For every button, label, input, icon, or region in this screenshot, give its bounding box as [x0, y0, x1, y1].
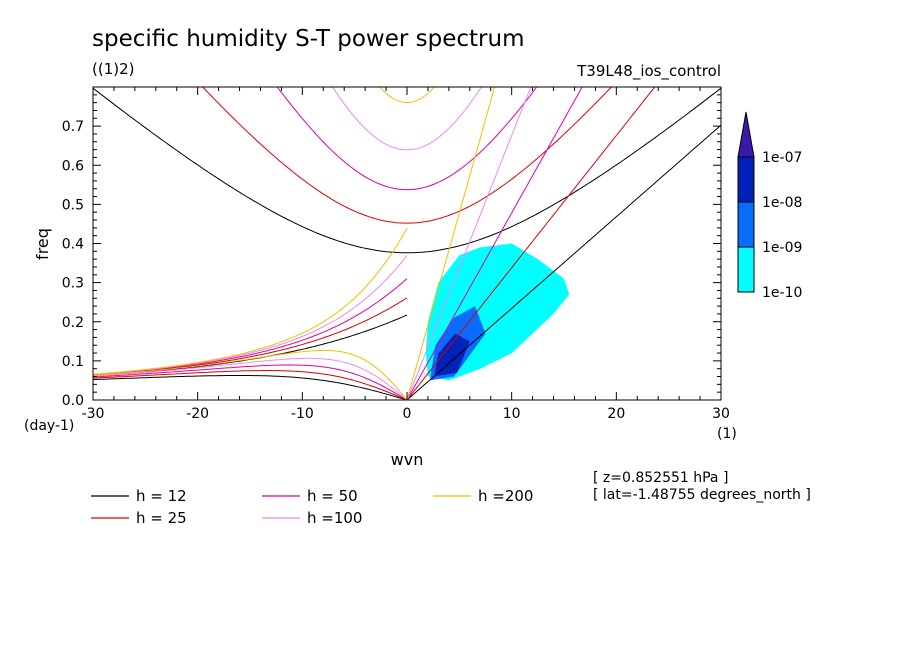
curve-rossby-h12: [93, 375, 408, 400]
chart-title: specific humidity S-T power spectrum: [92, 26, 524, 52]
plot-frame: [92, 86, 722, 401]
curve-gravity-h100: [331, 87, 483, 151]
y-tick-label: 0.4: [62, 237, 84, 253]
run-label: T39L48_ios_control: [576, 62, 721, 81]
contour-region-1e-08-0: [434, 333, 470, 377]
legend-label: h =100: [307, 509, 362, 527]
legend-label: h = 12: [136, 487, 187, 505]
curve-kelvin-h100: [406, 87, 532, 400]
colorbar-label: 1e-07: [762, 150, 802, 166]
legend-label: h = 50: [307, 487, 358, 505]
curve-rossby-h25: [93, 370, 408, 400]
y-tick-label: 0.2: [62, 315, 84, 331]
x-tick-label: -10: [291, 406, 314, 422]
x-tick-label: 0: [403, 406, 412, 422]
dispersion-curves: [93, 87, 721, 400]
colorbar: 1e-10 1e-09 1e-08 1e-07: [737, 111, 802, 301]
colorbar-label: 1e-10: [762, 285, 802, 301]
curve-kelvin-h50: [406, 87, 583, 400]
x-unit-label: (1): [717, 426, 737, 442]
legend-label: h = 25: [136, 509, 187, 527]
x-tick-label: 30: [712, 406, 730, 422]
power-contours: [425, 243, 570, 381]
curve-gravity-h25: [201, 87, 613, 224]
colorbar-label: 1e-08: [762, 195, 802, 211]
colorbar-top-arrow: [737, 111, 755, 158]
x-tick-label: 10: [503, 406, 521, 422]
colorbar-box: [737, 156, 755, 203]
y-axis-label: freq: [33, 228, 52, 260]
curve-mrg-h200: [93, 228, 408, 375]
y-unit-label: (day-1): [24, 418, 74, 434]
x-tick-label: -20: [186, 406, 209, 422]
x-tick-label: 20: [607, 406, 625, 422]
curve-rossby-h100: [93, 357, 408, 400]
y-tick-label: 0.0: [62, 393, 84, 409]
y-tick-label: 0.3: [62, 276, 84, 292]
colorbar-box: [737, 201, 755, 248]
y-tick-label: 0.7: [62, 119, 84, 135]
y-tick-label: 0.6: [62, 158, 84, 174]
info-lat: [ lat=-1.48755 degrees_north ]: [593, 487, 811, 503]
colorbar-label: 1e-09: [762, 240, 802, 256]
colorbar-box: [737, 246, 755, 293]
x-axis-label: wvn: [391, 450, 424, 469]
curve-gravity-h12: [93, 87, 721, 254]
legend-label: h =200: [478, 487, 533, 505]
legend: h = 12 h = 25 h = 50 h =100 h =200: [91, 487, 533, 527]
curve-rossby-h50: [93, 364, 408, 400]
curve-mrg-h25: [93, 297, 408, 376]
curve-gravity-h200: [379, 87, 435, 104]
curve-rossby-h200: [93, 349, 408, 400]
curve-gravity-h50: [276, 87, 538, 191]
axis-ticks: -30 -20 -10 0 10 20 30 0.0 0.1 0.2 0.3 0.4 0.5 0.6 0.7: [62, 87, 730, 422]
curve-kelvin-h12: [406, 124, 721, 400]
y-tick-label: 0.1: [62, 354, 84, 370]
x-tick-label: -30: [82, 406, 105, 422]
y-tick-label: 0.5: [62, 197, 84, 213]
curve-mrg-h50: [93, 278, 408, 376]
curve-kelvin-h200: [406, 87, 496, 400]
curve-kelvin-h25: [406, 87, 656, 400]
info-z: [ z=0.852551 hPa ]: [593, 470, 728, 486]
chart-subtitle: ((1)2): [92, 60, 135, 78]
